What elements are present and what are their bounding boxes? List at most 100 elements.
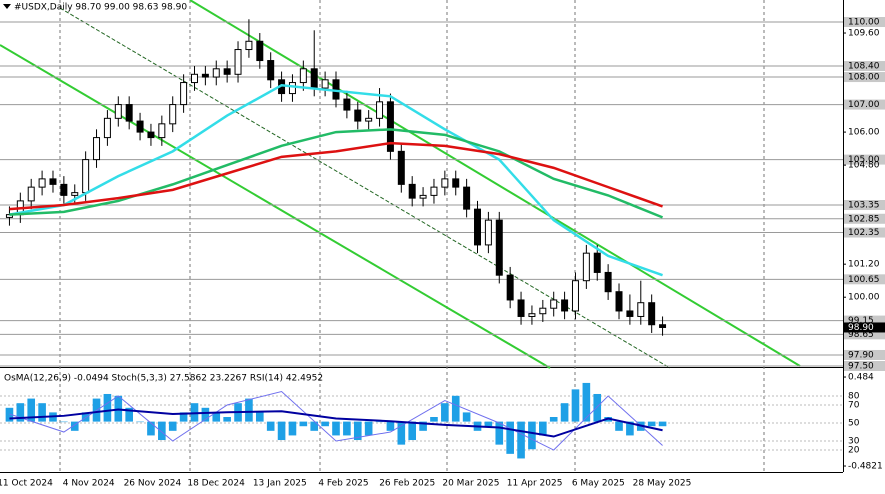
candle-body <box>27 186 35 202</box>
y2-tick-label: 30 <box>848 437 860 447</box>
candle-body <box>550 299 558 309</box>
last-price-label: 98.90 <box>848 323 874 333</box>
y2-tick-label: 20 <box>848 446 860 456</box>
candle-body <box>321 79 329 89</box>
level-label-box <box>844 17 885 28</box>
osma-bar <box>549 417 558 422</box>
candle-body <box>539 307 547 315</box>
candle-body <box>484 219 492 246</box>
candle-body <box>288 82 296 95</box>
candle-body <box>474 208 482 246</box>
candle-body <box>386 101 394 152</box>
osma-bar <box>266 421 275 431</box>
level-label: 102.35 <box>848 228 880 238</box>
candle-body <box>506 274 514 301</box>
level-label: 99.15 <box>848 316 874 326</box>
indicator-title: OsMA(12,26,9) -0.0494 Stoch(5,3,3) 27.58… <box>4 374 323 384</box>
candle-body <box>408 183 416 199</box>
y-tick-label: 104.80 <box>848 161 880 171</box>
osma-tick-label: -0.4821 <box>848 462 883 472</box>
osma-bar <box>517 421 525 459</box>
y2-tick-label: 70 <box>848 401 860 411</box>
candle-body <box>604 271 612 293</box>
level-label-box <box>844 329 885 340</box>
osma-bar <box>201 407 210 422</box>
osma-bar <box>430 417 438 422</box>
moving-average <box>9 141 663 211</box>
candle-body <box>245 40 253 51</box>
osma-bar <box>647 421 656 427</box>
osma-bar <box>179 412 188 422</box>
candle-body <box>169 104 177 125</box>
osma-bar <box>560 403 569 422</box>
level-label: 103.35 <box>848 201 880 211</box>
x-tick-label: 26 Nov 2024 <box>124 479 182 489</box>
candle-body <box>147 131 155 139</box>
level-label: 110.00 <box>848 18 880 28</box>
candle-body <box>626 310 634 317</box>
osma-bar <box>168 421 177 431</box>
osma-bar <box>582 382 591 422</box>
level-label: 105.00 <box>848 155 880 165</box>
candle-body <box>528 313 536 317</box>
osma-bar <box>332 421 340 436</box>
osma-bar <box>310 421 319 431</box>
osma-bar <box>136 421 144 423</box>
candle-body <box>615 291 623 312</box>
osma-bar <box>223 417 231 422</box>
x-tick-label: 18 Dec 2024 <box>187 479 245 489</box>
candle-body <box>343 98 351 111</box>
osma-bar <box>408 421 417 441</box>
osma-bar <box>571 389 580 422</box>
x-tick-label: 4 Nov 2024 <box>63 479 115 489</box>
osma-bar <box>103 393 112 422</box>
x-tick-label: 26 Feb 2025 <box>379 479 435 489</box>
level-label-box <box>844 227 885 238</box>
moving-average <box>9 84 663 277</box>
osma-bar <box>375 421 384 423</box>
candle-body <box>267 60 275 81</box>
osma-bar <box>288 421 297 436</box>
candle-body <box>397 150 405 185</box>
oscillator-line <box>9 390 663 451</box>
osma-bar <box>81 412 90 422</box>
osma-bar <box>506 421 514 454</box>
osma-bar <box>125 407 133 422</box>
candle-body <box>637 302 645 317</box>
y-tick-label: 106.00 <box>848 128 880 138</box>
candle-body <box>103 117 111 139</box>
osma-bar <box>147 421 155 436</box>
y-tick-label: 100.00 <box>848 293 880 303</box>
osma-bar <box>5 407 14 422</box>
osma-bar <box>70 421 79 431</box>
candle-body <box>256 40 264 62</box>
level-label-box <box>844 361 885 371</box>
candle-body <box>299 68 307 84</box>
candle-body <box>441 178 449 188</box>
osma-bar <box>593 393 602 422</box>
level-label: 108.00 <box>848 73 880 83</box>
level-label-box <box>844 61 885 72</box>
osma-bar <box>419 421 427 431</box>
candle-body <box>212 68 220 78</box>
osma-bar <box>626 421 634 436</box>
candle-body <box>38 178 46 188</box>
x-tick-label: 28 May 2025 <box>633 479 692 489</box>
candle-body <box>376 101 384 119</box>
x-tick-label: 4 Feb 2025 <box>318 479 368 489</box>
candle-body <box>71 192 79 196</box>
osma-bar <box>353 421 362 441</box>
level-label-box <box>844 72 885 83</box>
candle-body <box>354 109 362 122</box>
osma-tick-label: 0.484 <box>848 373 874 383</box>
osma-bar <box>462 412 471 422</box>
candle-body <box>49 178 57 185</box>
candle-body <box>463 186 471 210</box>
candle-body <box>158 123 166 139</box>
osma-bar <box>212 412 221 422</box>
candle-body <box>659 324 667 328</box>
chart-title: #USDX,Daily 98.70 99.00 98.63 98.90 <box>14 3 187 13</box>
candle-body <box>571 280 579 312</box>
moving-average <box>9 128 664 219</box>
last-price-box <box>844 322 885 333</box>
